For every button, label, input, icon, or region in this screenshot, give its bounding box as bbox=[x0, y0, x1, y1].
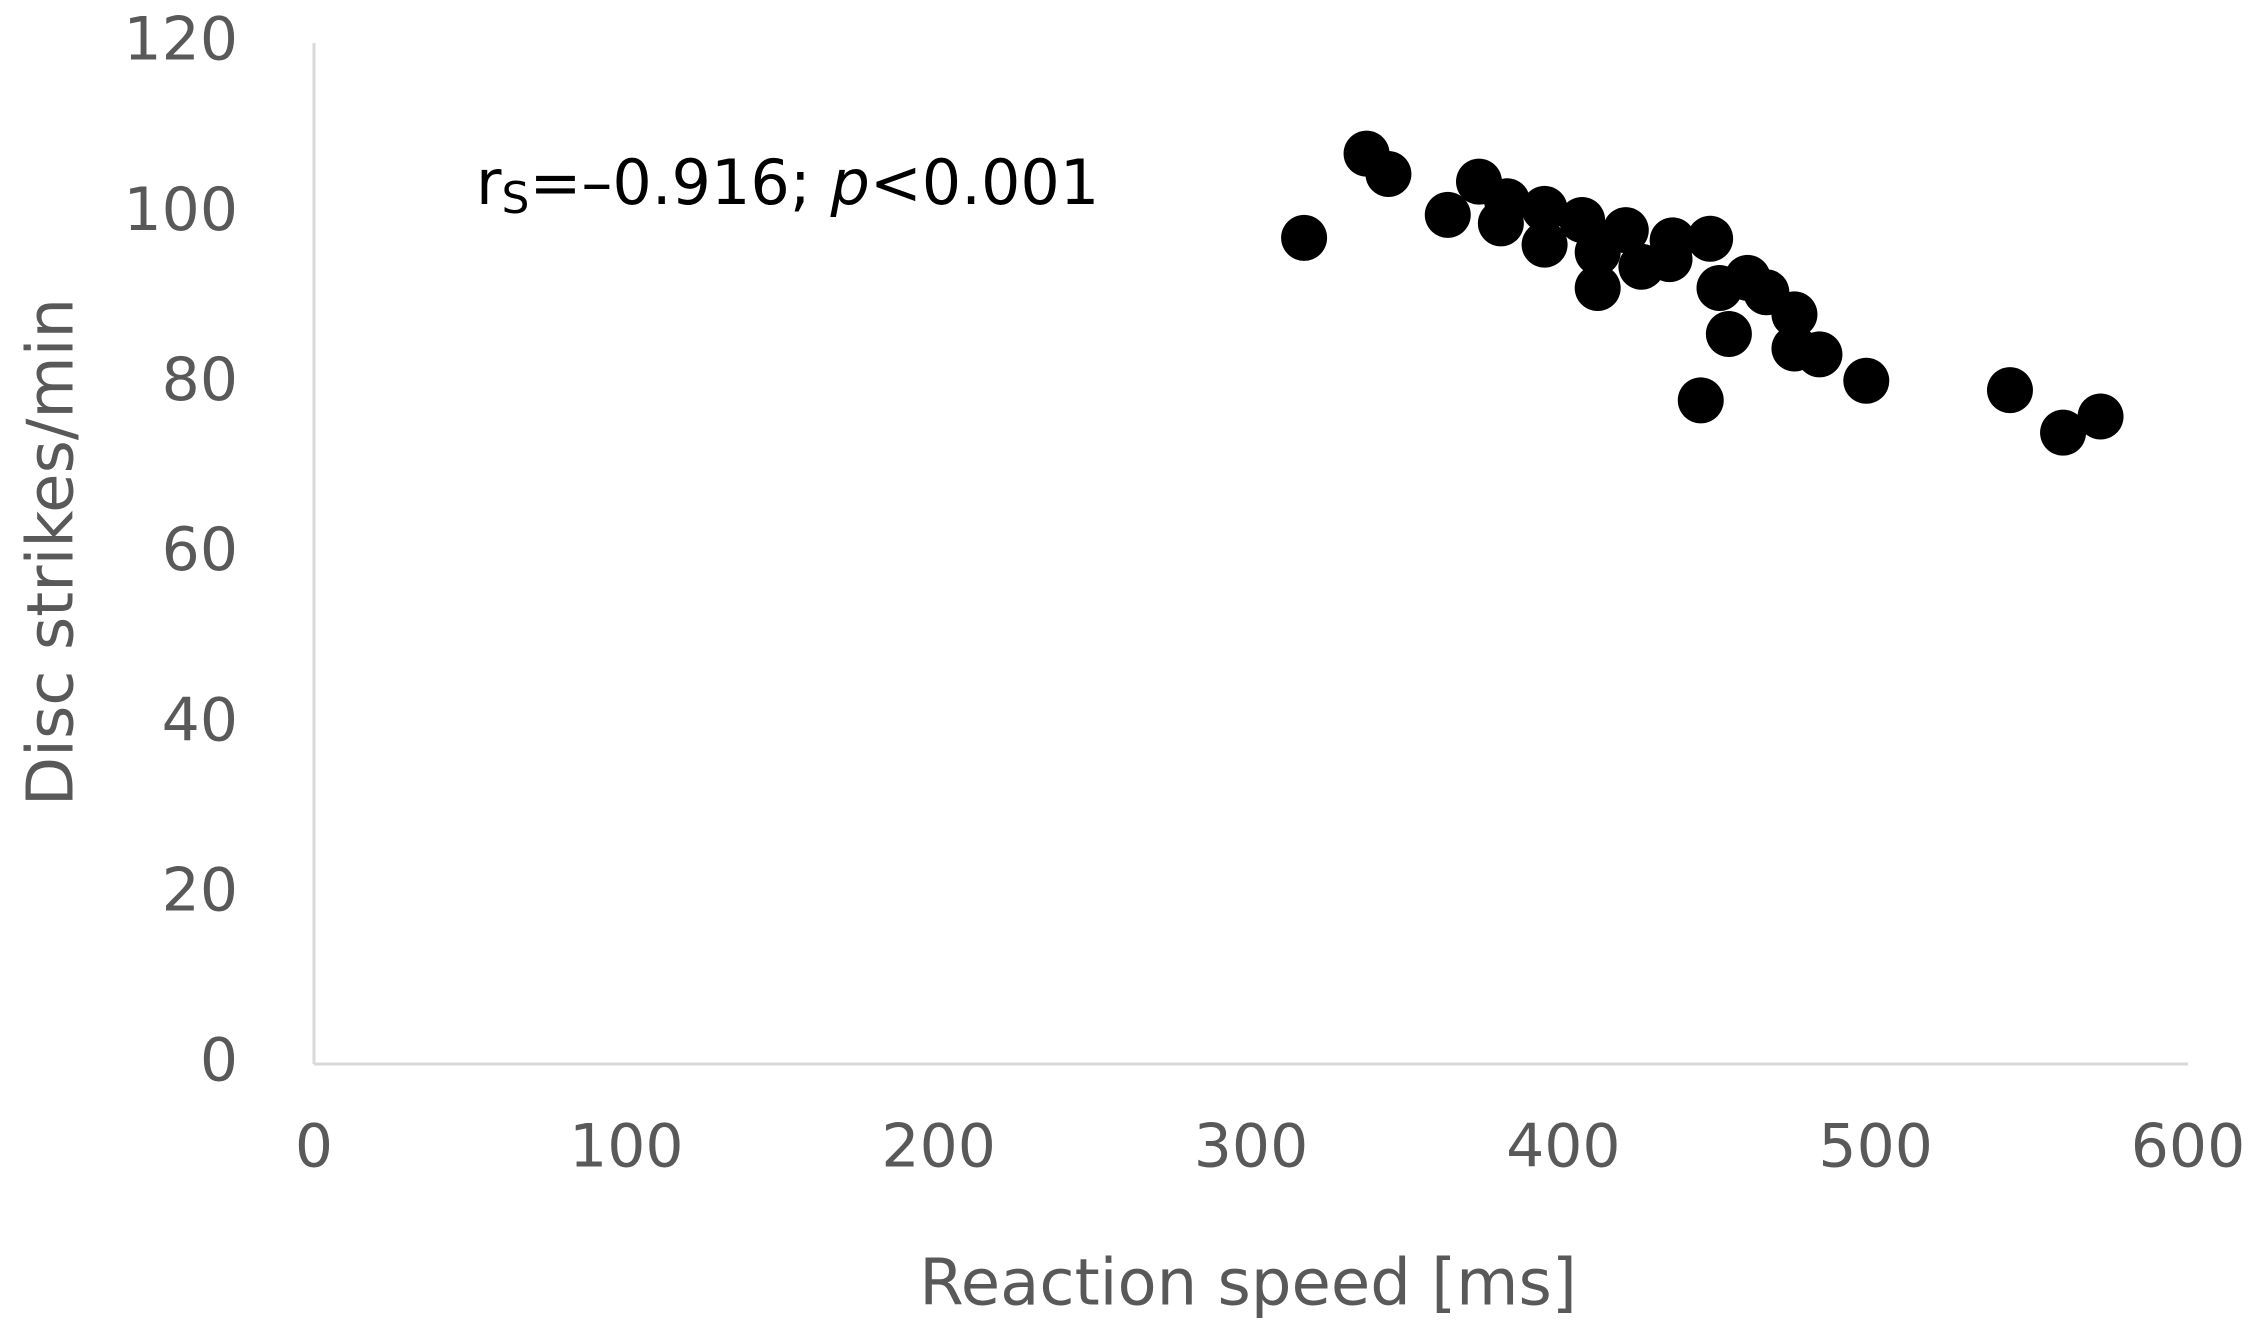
point bbox=[1521, 185, 1568, 232]
point bbox=[1705, 310, 1752, 357]
x-tick-label: 500 bbox=[1818, 1112, 1933, 1182]
y-tick-label: 40 bbox=[162, 685, 238, 755]
point bbox=[1521, 221, 1568, 268]
point bbox=[2040, 409, 2087, 456]
point bbox=[1574, 265, 1621, 312]
point bbox=[1796, 331, 1843, 378]
point bbox=[1677, 377, 1724, 424]
point bbox=[1602, 207, 1649, 254]
annotation: rS=–0.916; p<0.001 bbox=[476, 146, 1099, 224]
y-tick-label: 120 bbox=[123, 5, 238, 75]
point bbox=[1365, 151, 1412, 198]
x-tick-label: 100 bbox=[569, 1112, 684, 1182]
y-tick-label: 80 bbox=[162, 345, 238, 415]
point bbox=[2077, 393, 2124, 440]
point bbox=[1281, 214, 1328, 261]
annotation-coefficient: =–0.916; bbox=[529, 146, 830, 219]
x-tick-label: 0 bbox=[295, 1112, 333, 1182]
point bbox=[1424, 191, 1471, 238]
annotation-p-value: <0.001 bbox=[870, 146, 1099, 219]
y-tick-label: 100 bbox=[123, 175, 238, 245]
x-tick-label: 200 bbox=[881, 1112, 996, 1182]
annotation-p: p bbox=[829, 146, 869, 219]
x-axis-title: Reaction speed [ms] bbox=[919, 1247, 1577, 1321]
x-tick-label: 300 bbox=[1194, 1112, 1309, 1182]
x-tick-label: 400 bbox=[1506, 1112, 1621, 1182]
point bbox=[1771, 291, 1818, 338]
y-tick-label: 60 bbox=[162, 515, 238, 585]
y-tick-label: 20 bbox=[162, 855, 238, 925]
point bbox=[1986, 367, 2033, 414]
y-axis-title: Disc strikes/min bbox=[15, 298, 89, 806]
point bbox=[1687, 215, 1734, 262]
x-tick-label: 600 bbox=[2131, 1112, 2246, 1182]
annotation-r: r bbox=[476, 146, 502, 219]
y-tick-label: 0 bbox=[200, 1026, 238, 1096]
point bbox=[1843, 357, 1890, 404]
point bbox=[1477, 200, 1524, 247]
point bbox=[1649, 217, 1696, 264]
annotation-subscript: S bbox=[502, 173, 530, 224]
